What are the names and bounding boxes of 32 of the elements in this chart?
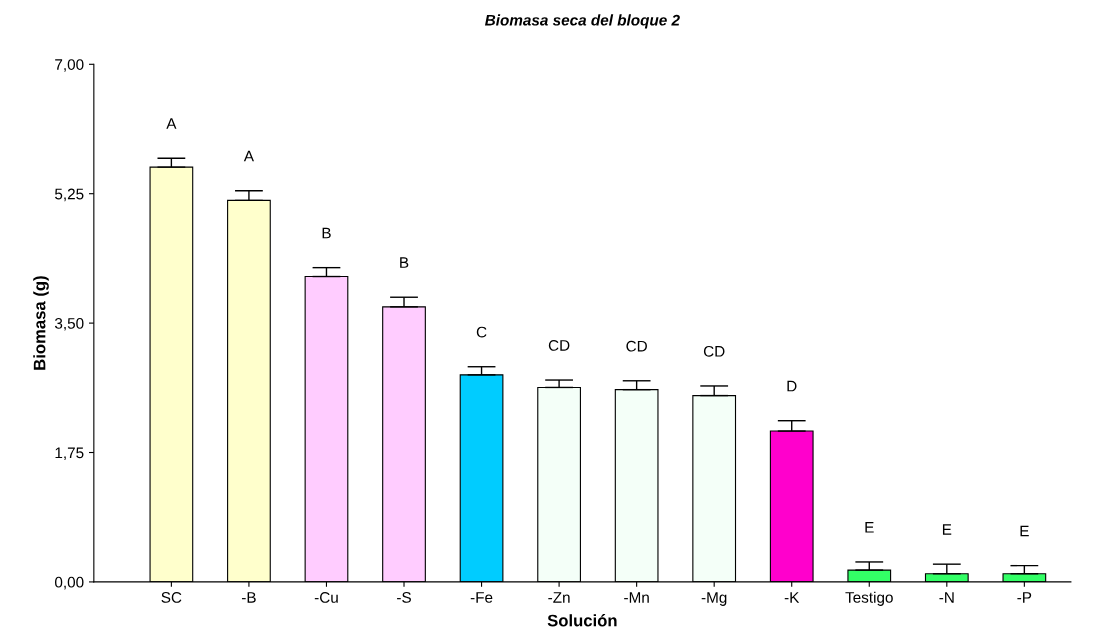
x-tick-label: -Cu xyxy=(314,592,338,603)
x-tick-label: -N xyxy=(939,592,954,603)
x-axis-title: Solución xyxy=(547,614,617,627)
y-tick-label: 3,50 xyxy=(54,317,84,331)
annotation: D xyxy=(787,380,797,392)
annotation: E xyxy=(1020,525,1029,537)
y-tick-label: 5,25 xyxy=(55,188,84,202)
x-tick-label: -Zn xyxy=(548,592,570,603)
annotation: E xyxy=(865,522,874,533)
annotation: B xyxy=(322,227,331,239)
annotation: CD xyxy=(626,340,647,352)
y-tick-label: 0,00 xyxy=(54,576,84,590)
y-axis-title: Biomasa (g) xyxy=(33,276,49,370)
x-tick-label: -S xyxy=(397,592,411,603)
x-tick-label: -P xyxy=(1017,592,1032,603)
annotation: CD xyxy=(703,345,725,357)
annotation: A xyxy=(166,118,177,129)
annotation: B xyxy=(400,257,409,268)
y-tick-label: 1,75 xyxy=(55,447,84,460)
x-tick-label: -Fe xyxy=(470,592,493,603)
x-tick-label: -Mn xyxy=(624,592,649,603)
x-tick-label: -Mg xyxy=(701,592,727,606)
chart-title: Biomasa seca del bloque 2 xyxy=(484,14,680,29)
annotation: A xyxy=(243,150,254,162)
annotation: C xyxy=(476,326,487,338)
annotation: CD xyxy=(548,339,570,351)
x-tick-label: -K xyxy=(784,592,800,603)
x-tick-label: -B xyxy=(241,592,256,603)
annotation: E xyxy=(942,524,952,535)
y-tick-label: 7,00 xyxy=(55,59,84,72)
x-tick-label: SC xyxy=(161,592,182,603)
x-tick-label: Testigo xyxy=(845,591,893,606)
